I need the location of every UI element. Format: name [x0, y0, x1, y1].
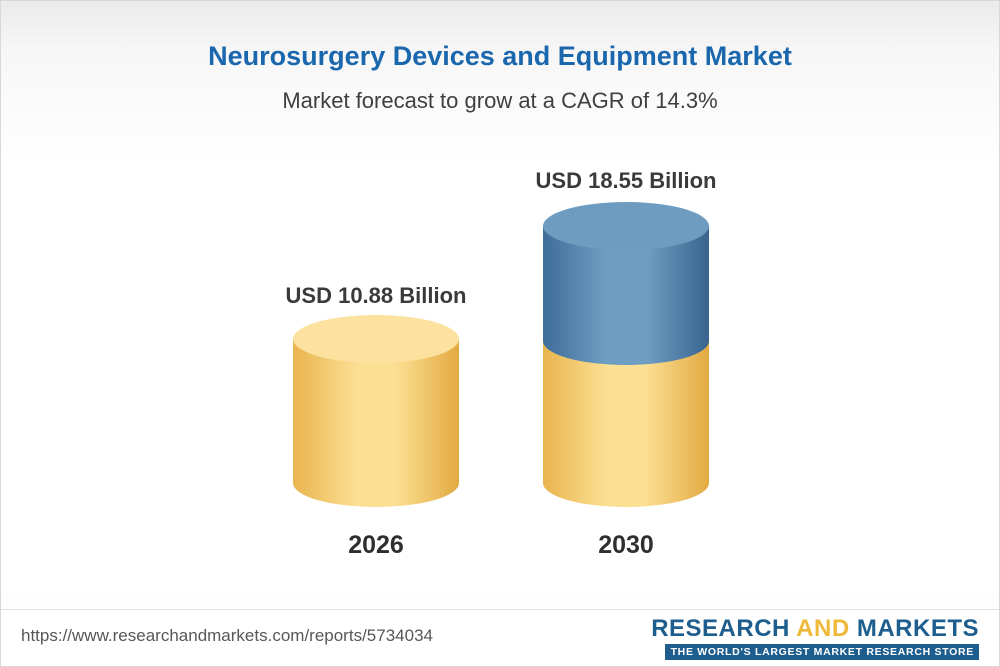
bar-2026-cylinder — [293, 315, 459, 507]
value-label-2030: USD 18.55 Billion — [535, 168, 717, 193]
page-title: Neurosurgery Devices and Equipment Marke… — [208, 41, 792, 71]
category-label-2026: 2026 — [348, 531, 404, 559]
footer-bar: https://www.researchandmarkets.com/repor… — [1, 609, 999, 666]
logo-tagline: THE WORLD'S LARGEST MARKET RESEARCH STOR… — [664, 644, 979, 661]
page-subtitle: Market forecast to grow at a CAGR of 14.… — [282, 88, 718, 113]
source-url-link[interactable]: https://www.researchandmarkets.com/repor… — [21, 626, 433, 645]
logo-word-and: AND — [796, 615, 850, 642]
logo-word-research: RESEARCH — [651, 615, 790, 642]
research-and-markets-logo: RESEARCH AND MARKETS THE WORLD'S LARGEST… — [651, 616, 979, 661]
bar-2030-cylinder — [543, 202, 709, 507]
logo-wordmark: RESEARCH AND MARKETS — [651, 616, 979, 641]
logo-word-markets: MARKETS — [856, 615, 979, 642]
value-label-2026: USD 10.88 Billion — [285, 283, 467, 308]
category-label-2030: 2030 — [598, 531, 654, 559]
